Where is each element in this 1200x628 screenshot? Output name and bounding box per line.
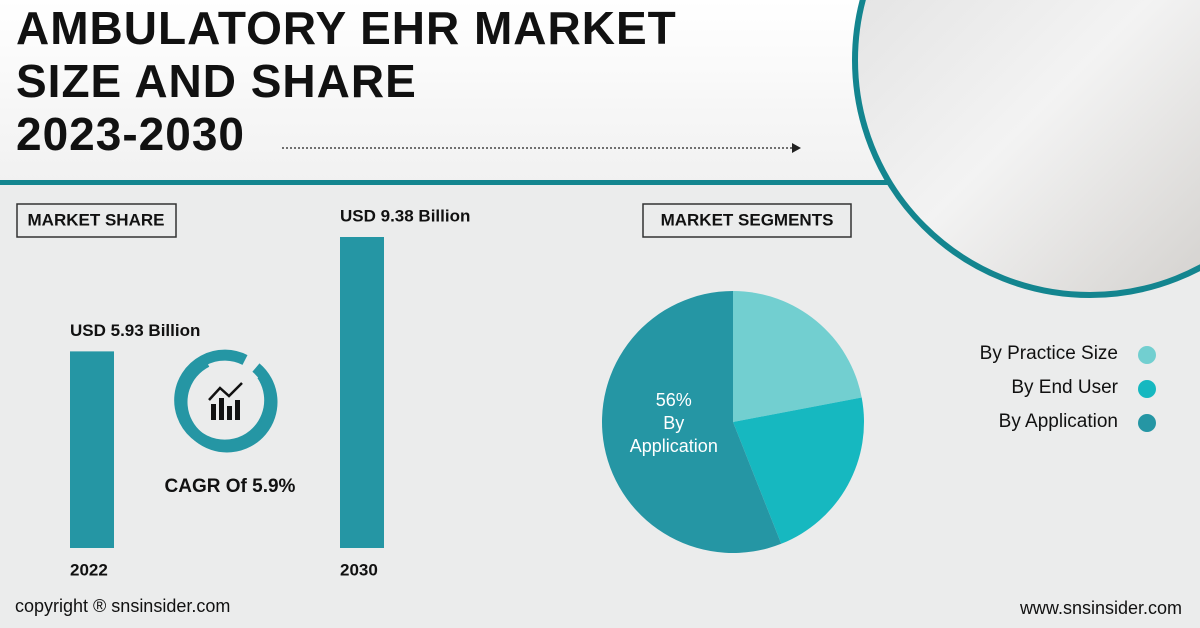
legend-label: By Practice Size — [980, 343, 1118, 364]
pie-label: 56% By Application — [604, 389, 744, 458]
pie-slice — [733, 291, 862, 422]
arrow-head — [792, 143, 801, 153]
header-rule — [0, 180, 1200, 185]
photo — [852, 0, 1200, 298]
website: www.snsinsider.com — [1019, 598, 1182, 618]
growth-icon — [208, 382, 243, 420]
pie-category-label: By Application — [629, 413, 718, 457]
section-label: MARKET SEGMENTS — [661, 210, 834, 229]
legend-label: By Application — [999, 411, 1118, 432]
legend-marker — [1138, 380, 1156, 398]
bar — [70, 351, 114, 548]
value-label: USD 5.93 Billion — [70, 321, 200, 340]
pie-value-label: 56% — [655, 390, 692, 411]
value-label: USD 9.38 Billion — [340, 206, 470, 225]
title-line: 2023-2030 — [16, 108, 245, 160]
section-label: MARKET SHARE — [28, 210, 165, 229]
x-tick-label: 2022 — [70, 560, 108, 579]
title-line: SIZE AND SHARE — [16, 55, 417, 107]
section-box — [16, 203, 177, 238]
section-box — [642, 203, 852, 238]
legend-label: By End User — [1011, 377, 1118, 398]
pie-slice — [733, 397, 864, 544]
legend-marker — [1138, 346, 1156, 364]
pie-slice — [602, 291, 782, 553]
x-tick-label: 2030 — [340, 560, 378, 579]
title-line: AMBULATORY EHR MARKET — [16, 2, 677, 54]
cagr-label: CAGR Of 5.9% — [165, 476, 296, 497]
cagr-ring — [176, 351, 278, 453]
legend-marker — [1138, 414, 1156, 432]
copyright: copyright ® snsinsider.com — [15, 596, 230, 616]
bar — [340, 237, 384, 548]
